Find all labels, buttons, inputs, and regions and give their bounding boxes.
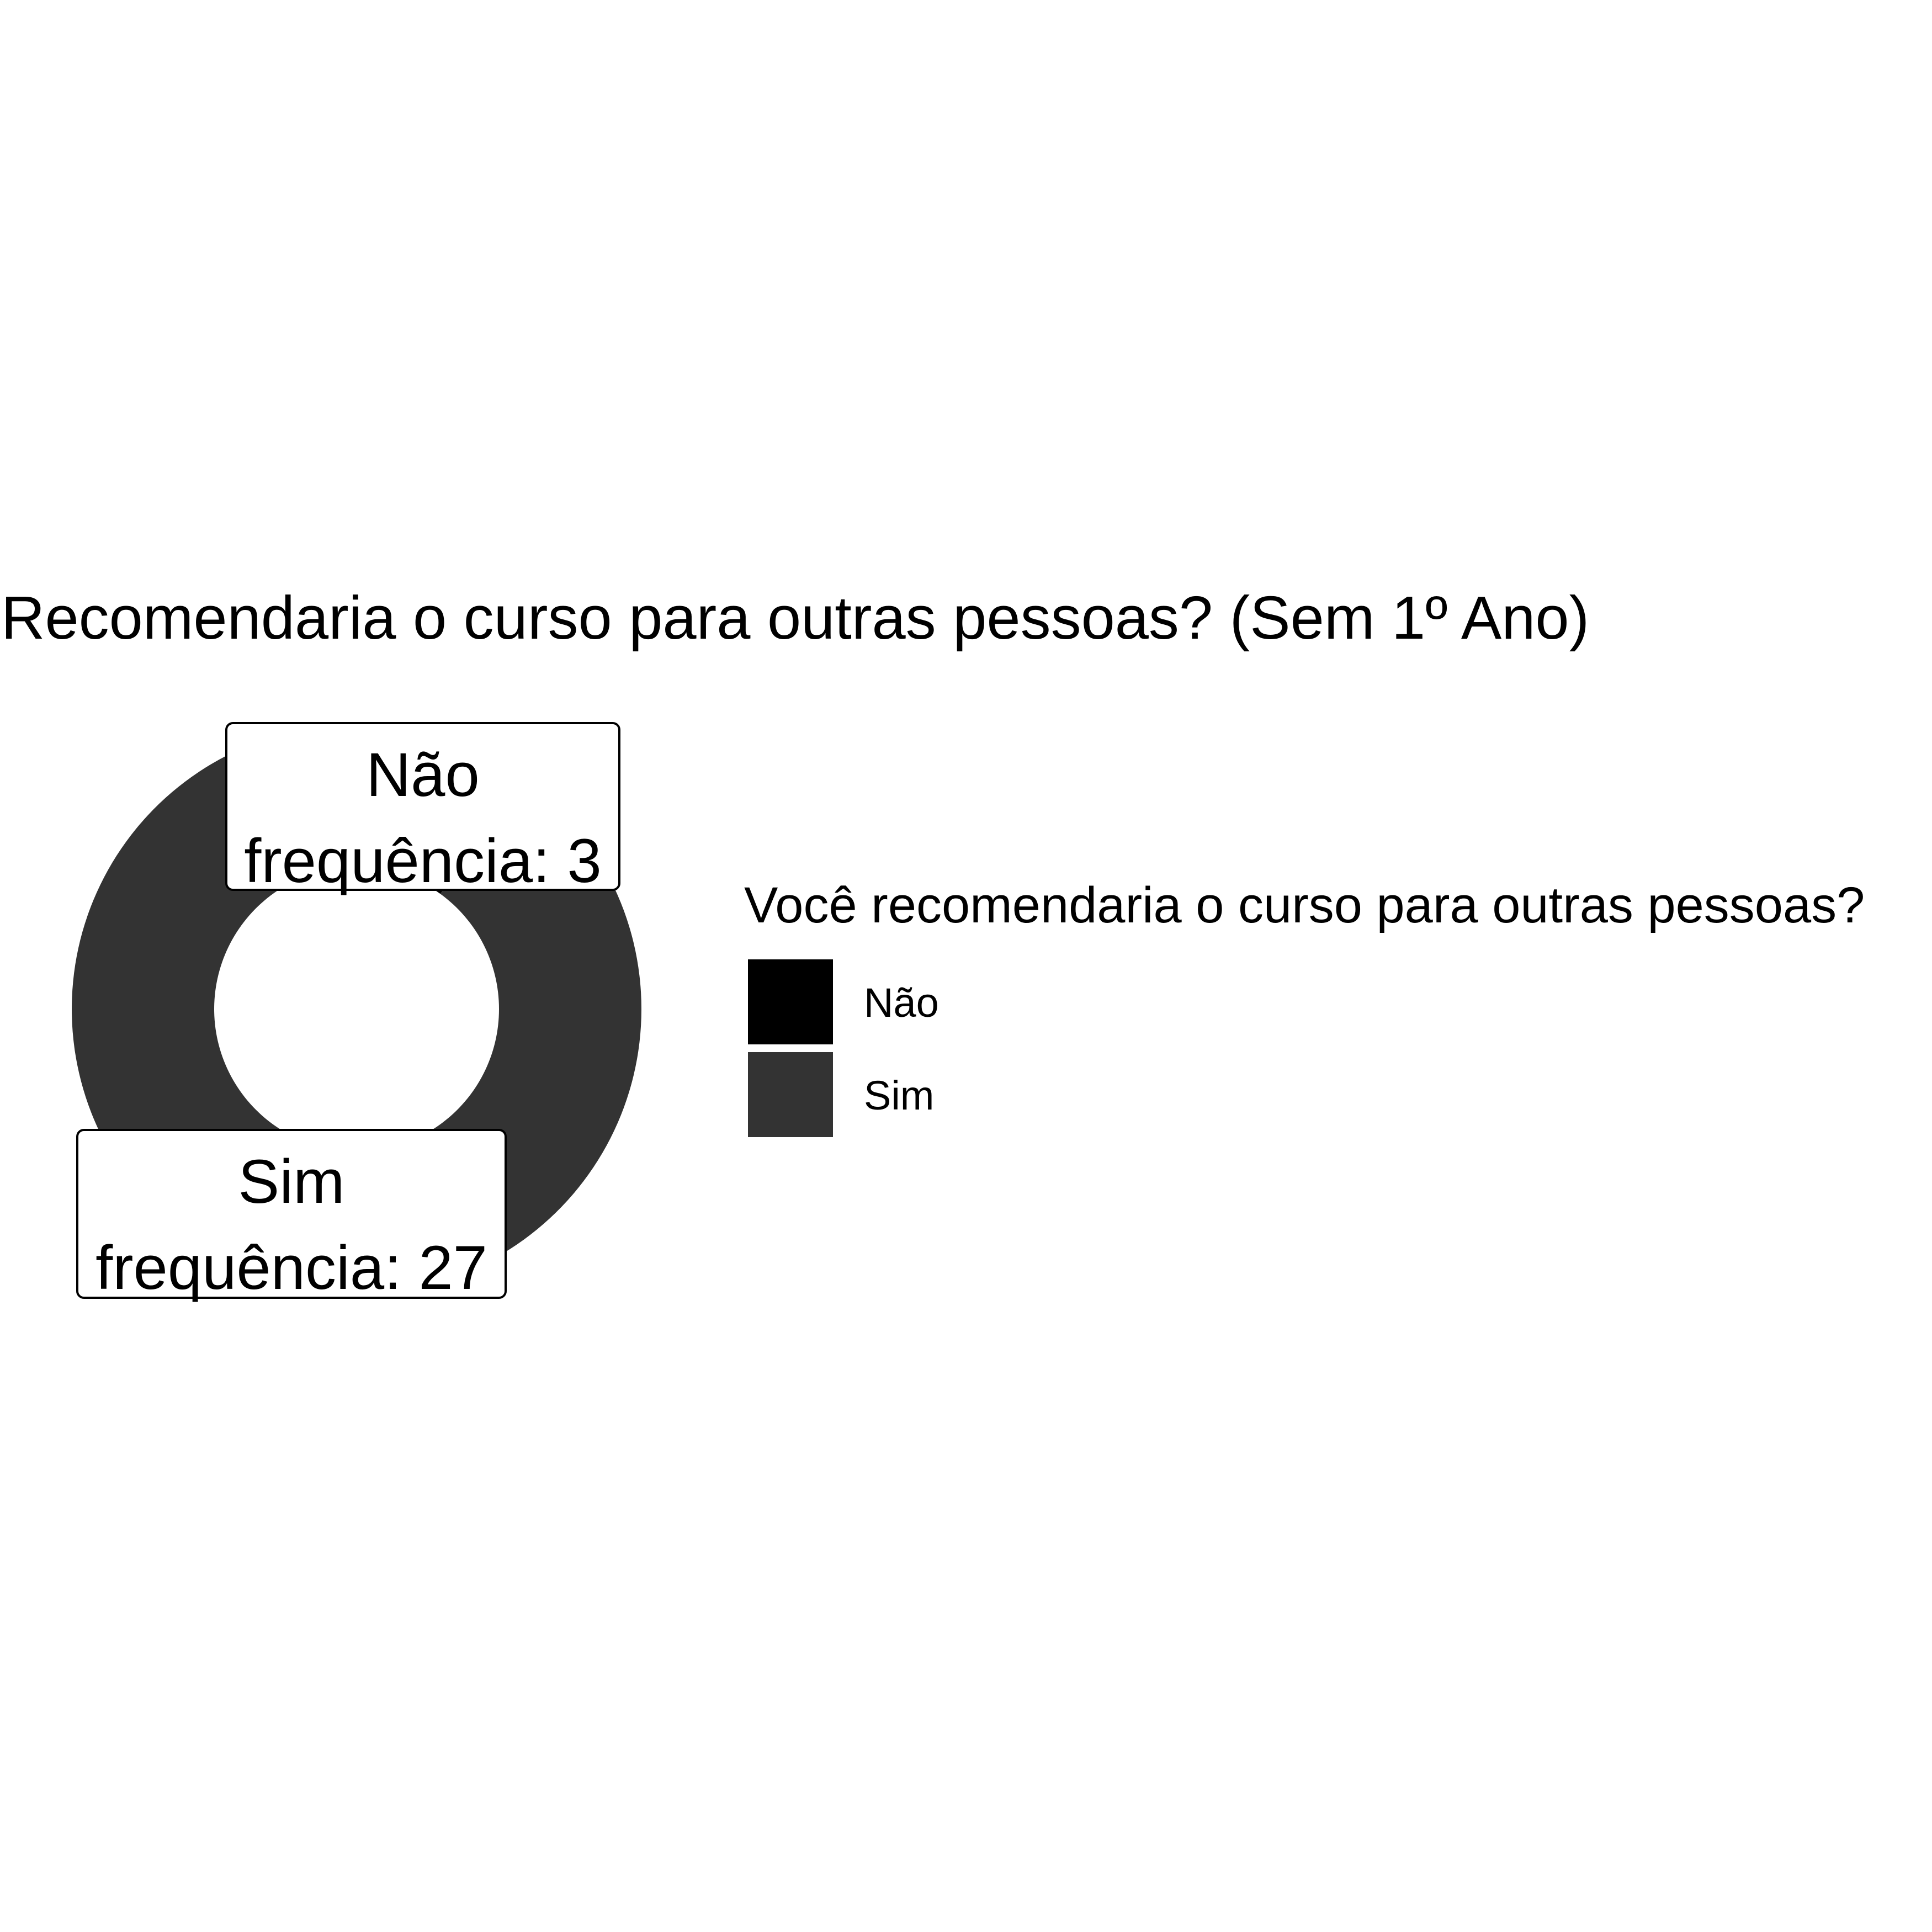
slice-label-nao-frequency: frequência: 3 <box>244 826 602 895</box>
slice-label-nao-category: Não <box>366 740 480 809</box>
slice-label-sim-category: Sim <box>238 1147 345 1216</box>
legend-label-nao: Não <box>864 980 939 1026</box>
legend-title: Você recomendaria o curso para outras pe… <box>744 877 1865 933</box>
legend-key-sim <box>748 1052 833 1137</box>
slice-label-sim: Sim frequência: 27 <box>76 1129 507 1302</box>
slice-label-sim-frequency: frequência: 27 <box>95 1233 487 1302</box>
legend-key-nao <box>748 959 833 1044</box>
chart-title: Recomendaria o curso para outras pessoas… <box>1 584 1590 652</box>
legend-label-sim: Sim <box>864 1073 935 1118</box>
slice-label-nao: Não frequência: 3 <box>225 722 620 895</box>
